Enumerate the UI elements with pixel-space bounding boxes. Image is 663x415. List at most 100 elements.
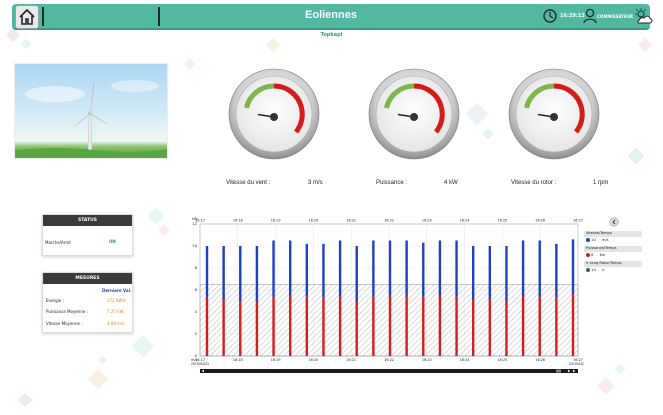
- bar-puissance: [571, 294, 575, 356]
- bar-vitesse: [305, 243, 309, 297]
- x-date-label: 2019/04/22: [191, 362, 209, 366]
- bar-puissance: [205, 297, 209, 356]
- x-top-label: 16:17: [195, 219, 205, 223]
- bar-vitesse: [255, 246, 259, 301]
- legend-title: Puissance/Temps: [584, 246, 642, 252]
- x-bottom-label: 16:20: [309, 358, 319, 362]
- bar-vitesse: [455, 240, 458, 297]
- decoration: [465, 102, 489, 126]
- time-display: 16:29:13: [560, 13, 585, 19]
- legend-title: V ensg Rotor/Temps: [584, 261, 642, 267]
- mesures-column-header: Derniere Val.: [102, 288, 132, 293]
- y-tick-label: 8: [195, 265, 198, 270]
- bar-puissance: [488, 299, 492, 356]
- clock-icon: [543, 9, 557, 23]
- bar-puissance: [305, 296, 309, 356]
- gauge-label-rotor: Vitesse du rotor :: [511, 180, 557, 186]
- x-top-label: 16:22: [384, 219, 394, 223]
- bar-vitesse: [239, 246, 242, 301]
- scroll-end-arrow-icon[interactable]: [573, 369, 576, 373]
- gauge-dial: [368, 68, 460, 160]
- bar-puissance: [438, 295, 442, 356]
- separator: [42, 7, 44, 26]
- x-bottom-label: 16:27: [573, 358, 583, 362]
- legend-title: Vitesse/Temps: [584, 231, 642, 237]
- status-panel: STATUS Marche/Arret ON: [42, 214, 133, 256]
- legend-unit: Kw: [599, 253, 605, 257]
- decoration: [265, 37, 281, 53]
- wind-turbine-image: [15, 80, 167, 158]
- x-bottom-label: 16:24: [460, 358, 470, 362]
- bar-vitesse: [222, 246, 225, 300]
- gauge-value-power: 4 kW: [444, 180, 458, 186]
- header-bar: Eoliennes 16:29:13 COMMISSATEUR: [12, 4, 653, 30]
- legend-entry[interactable]: 8 Kw: [584, 253, 642, 257]
- y-unit-bottom: m/s: [191, 358, 197, 362]
- mesure-label: Vitesse Moyenne :: [46, 321, 83, 326]
- bar-puissance: [338, 296, 342, 356]
- user-name: COMMISSATEUR: [597, 14, 633, 19]
- legend-entry[interactable]: 10 m/s: [584, 238, 642, 242]
- bar-puissance: [372, 296, 375, 356]
- decoration: [17, 392, 33, 408]
- x-bottom-label: 16:26: [535, 358, 545, 362]
- bar-puissance: [222, 299, 225, 356]
- decoration: [184, 58, 196, 70]
- home-icon: [19, 8, 35, 25]
- scroll-left-arrow-icon[interactable]: [201, 369, 204, 373]
- legend-dot: [586, 238, 590, 242]
- y-tick-label: 10: [192, 243, 197, 248]
- x-top-label: 16:25: [498, 219, 508, 223]
- mesures-panel: MESURES Derniere Val. Energie : 172 KWH …: [42, 272, 133, 333]
- subtitle: Topkapi: [320, 32, 343, 38]
- mesure-value: 4.89 m/s: [107, 321, 125, 326]
- bar-vitesse: [488, 246, 492, 300]
- bar-vitesse: [571, 239, 575, 295]
- chart-legend: Vitesse/Temps 10 m/s Puissance/Temps 8 K…: [584, 217, 642, 278]
- decoration: [482, 128, 494, 140]
- x-top-label: 16:26: [535, 219, 545, 223]
- bar-vitesse: [272, 240, 275, 297]
- legend-unit: U: [601, 268, 605, 272]
- bar-vitesse: [422, 242, 425, 297]
- user-icon[interactable]: [583, 8, 597, 24]
- x-top-label: 16:27: [573, 219, 583, 223]
- y-tick-label: 12: [192, 221, 197, 226]
- scrollbar-thumb: [556, 369, 561, 373]
- status-value: ON: [109, 239, 116, 244]
- decoration: [98, 355, 108, 365]
- weather-icon[interactable]: [633, 8, 653, 25]
- mesure-value: 7.27 kW: [107, 309, 124, 314]
- legend-entry[interactable]: 10 U: [584, 268, 642, 272]
- gauge-dial: [228, 68, 320, 160]
- bar-puissance: [272, 296, 275, 356]
- bar-vitesse: [521, 240, 525, 296]
- gauge-wind: [228, 68, 320, 160]
- x-bottom-label: 16:23: [422, 358, 432, 362]
- bar-puissance: [521, 295, 525, 356]
- y-unit-top: kW: [192, 217, 198, 221]
- mesure-value: 172 KWH: [107, 298, 126, 303]
- home-button[interactable]: [15, 5, 39, 29]
- bar-puissance: [505, 301, 508, 356]
- legend-value: 8: [591, 253, 594, 257]
- y-tick-label: 6: [195, 287, 198, 292]
- bar-vitesse: [405, 240, 408, 296]
- x-top-label: 16:21: [346, 219, 356, 223]
- bar-puissance: [538, 296, 541, 356]
- bar-puissance: [239, 301, 242, 356]
- scroll-right-arrow-icon[interactable]: [568, 369, 571, 373]
- x-top-label: 16:23: [422, 219, 432, 223]
- mesure-label: Energie :: [46, 298, 64, 303]
- bar-vitesse: [388, 240, 392, 296]
- bar-puissance: [355, 301, 358, 356]
- x-date-label: 2019/04/22: [569, 362, 584, 366]
- bar-puissance: [405, 295, 408, 356]
- decoration: [637, 37, 653, 53]
- decoration: [147, 207, 165, 225]
- decoration: [627, 147, 645, 165]
- legend-toggle-icon[interactable]: [609, 217, 619, 227]
- y-tick-label: 2: [195, 331, 198, 336]
- bar-vitesse: [538, 240, 541, 297]
